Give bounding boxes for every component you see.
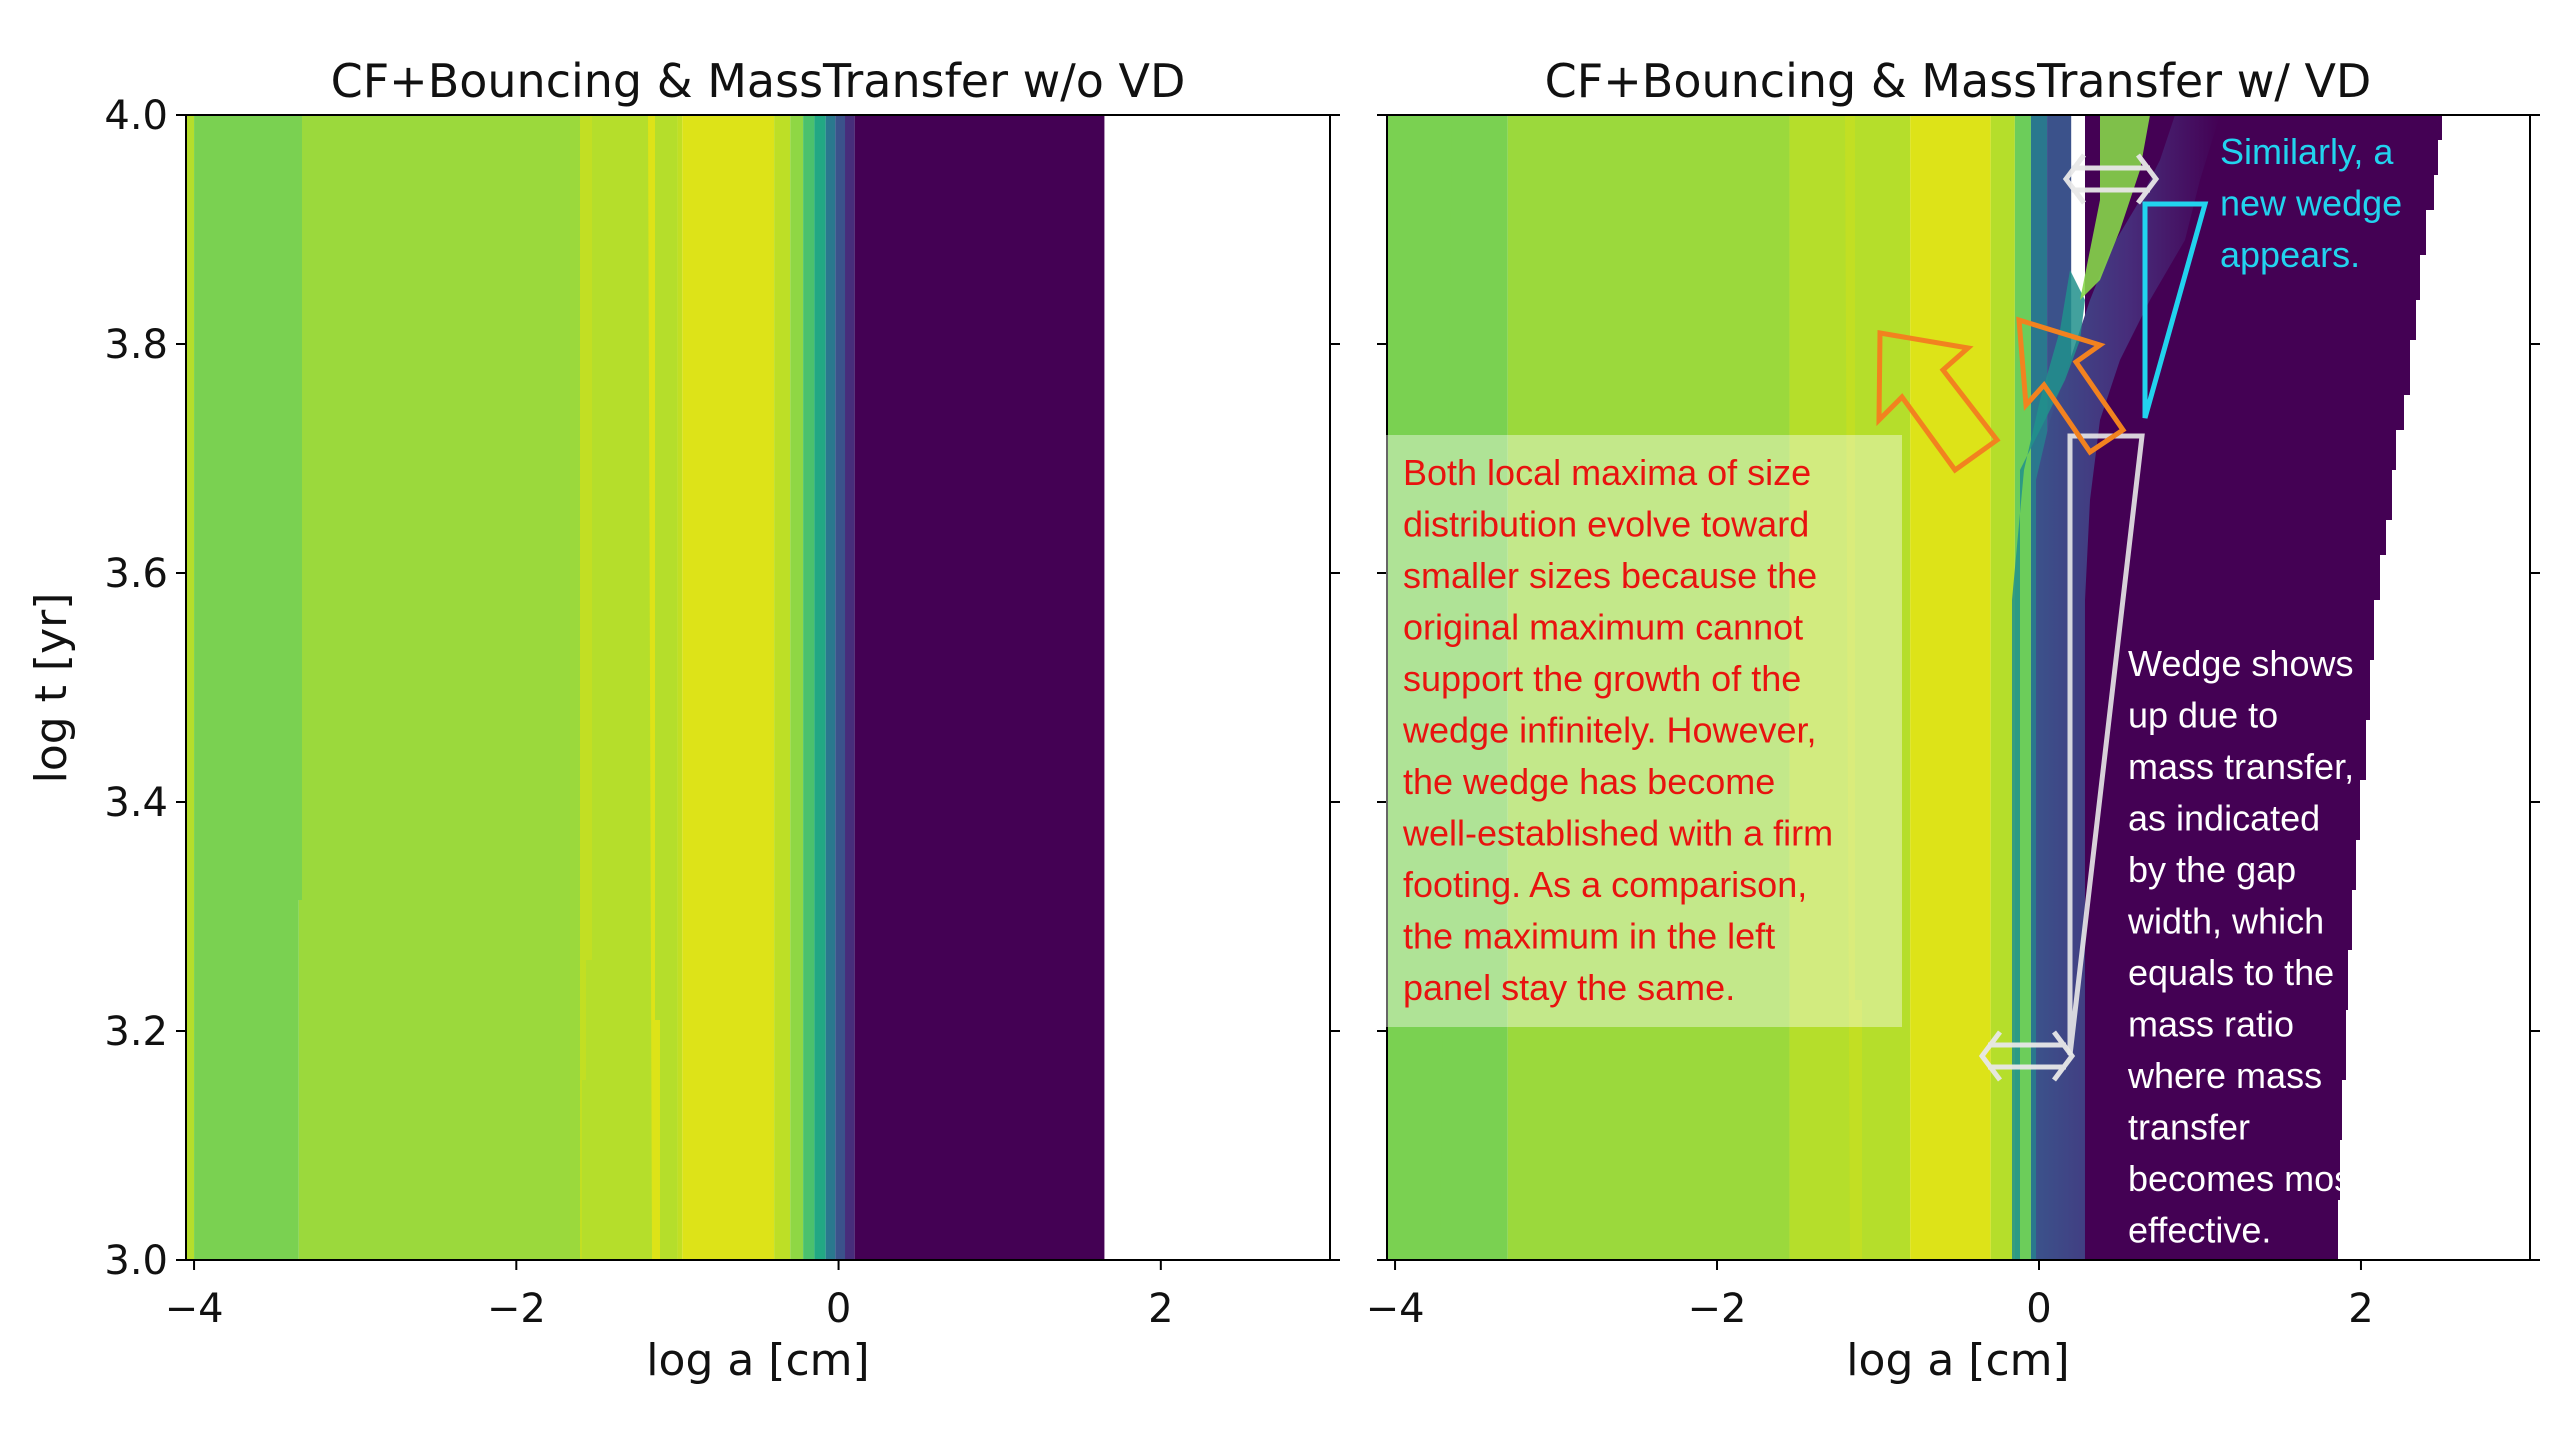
x-tick-label: −4: [165, 1286, 224, 1332]
heatmap-band: [682, 115, 775, 1260]
annotation-line: Similarly, a: [2220, 131, 2394, 172]
annotation-line: by the gap: [2128, 849, 2296, 890]
heatmap-band: [825, 115, 836, 1260]
left-panel: −4 −2 0 2 3.0 3.2 3.4 3.6 3.8 4.0 CF+Bouncing & M…: [26, 54, 1340, 1386]
left-texture: [288, 115, 660, 1260]
cyan-wedge-outline: [2142, 201, 2209, 419]
red-annotation-box: [1386, 435, 1902, 1027]
annotation-line: smaller sizes because the: [1403, 555, 1817, 596]
y-tick-label: 3.2: [104, 1009, 168, 1055]
annotation-line: panel stay the same.: [1403, 967, 1735, 1008]
red-annotation-text: Both local maxima of size distribution ev…: [1402, 452, 1833, 1008]
right-title: CF+Bouncing & MassTransfer w/ VD: [1545, 54, 2372, 108]
y-tick-label: 4.0: [104, 93, 168, 139]
white-wedge-outline: [2067, 433, 2145, 1056]
heatmap-band: [814, 115, 826, 1260]
right-axes-frame: [1386, 114, 2531, 1261]
annotation-line: transfer: [2128, 1107, 2250, 1148]
y-tick-label: 3.8: [104, 322, 168, 368]
double-arrow-icon: [1978, 1030, 2076, 1082]
x-tick-label: 2: [1148, 1286, 1173, 1332]
heatmap-band: [580, 115, 678, 1260]
heatmap-band: [298, 115, 581, 1260]
right-wedge-gradient: [2036, 115, 2220, 1260]
heatmap-band: [1910, 115, 1991, 1260]
right-heatmap: [1387, 115, 2442, 1260]
left-edge-jag-1: [288, 115, 302, 1260]
x-tick-label: 2: [2348, 1286, 2373, 1332]
x-tick-label: −2: [1688, 1286, 1747, 1332]
left-edge-jag-2: [580, 115, 592, 1260]
heatmap-band: [677, 115, 683, 1260]
annotation-line: mass ratio: [2128, 1004, 2294, 1045]
annotation-line: Wedge shows: [2128, 643, 2353, 684]
heatmap-band: [835, 115, 846, 1260]
annotation-line: mass transfer,: [2128, 746, 2354, 787]
y-tick-label: 3.6: [104, 551, 168, 597]
annotation-line: equals to the: [2128, 952, 2334, 993]
x-tick-label: −2: [487, 1286, 546, 1332]
heatmap-band: [790, 115, 804, 1260]
x-tick-label: 0: [2026, 1286, 2051, 1332]
annotation-line: the maximum in the left: [1403, 916, 1775, 957]
red-annotation: Both local maxima of size distribution ev…: [1386, 435, 1902, 1027]
left-title: CF+Bouncing & MassTransfer w/o VD: [331, 54, 1186, 108]
orange-arrow-icon: [1876, 330, 2001, 474]
left-ticks: −4 −2 0 2 3.0 3.2 3.4 3.6 3.8 4.0: [104, 93, 1340, 1332]
heatmap-band: [845, 115, 855, 1260]
left-heatmap-bands: [186, 115, 1105, 1260]
annotation-line: up due to: [2128, 695, 2278, 736]
x-tick-label: 0: [826, 1286, 851, 1332]
annotation-line: effective.: [2128, 1210, 2271, 1251]
annotation-line: where mass: [2127, 1055, 2322, 1096]
double-arrow-icon: [2062, 153, 2160, 205]
right-panel: −4 −2 0 2 CF+Bouncing & MassTransfer w/ VD …: [1366, 54, 2540, 1386]
y-tick-label: 3.0: [104, 1238, 168, 1284]
heatmap-band: [1990, 115, 2015, 1260]
heatmap-band: [854, 115, 1105, 1260]
annotation-line: wedge infinitely. However,: [1402, 710, 1817, 751]
annotation-line: appears.: [2220, 234, 2360, 275]
annotation-line: distribution evolve toward: [1403, 504, 1809, 545]
right-ticks: −4 −2 0 2: [1366, 114, 2540, 1332]
annotation-line: footing. As a comparison,: [1403, 864, 1807, 905]
cyan-annotation-text: Similarly, a new wedge appears.: [2220, 131, 2402, 275]
heatmap-band: [186, 115, 195, 1260]
right-wedge-lightgreen: [2080, 115, 2150, 300]
heatmap-band: [803, 115, 815, 1260]
x-tick-label: −4: [1366, 1286, 1425, 1332]
heatmap-band: [194, 115, 299, 1260]
heatmap-band: [774, 115, 791, 1260]
heatmap-band: [1507, 115, 1790, 1260]
white-annotation-text: Wedge shows up due to mass transfer, as ind…: [2127, 643, 2362, 1251]
left-ylabel: log t [yr]: [26, 593, 77, 784]
annotation-line: original maximum cannot: [1403, 607, 1803, 648]
annotation-line: well-established with a firm: [1402, 813, 1833, 854]
right-jag-light-band: [1845, 115, 1862, 1260]
annotation-line: new wedge: [2220, 183, 2402, 224]
left-edge-jag-3: [648, 115, 660, 1260]
left-axes-frame: [185, 114, 1331, 1261]
y-tick-label: 3.4: [104, 780, 168, 826]
right-wedge-teal: [2012, 270, 2085, 1260]
annotation-line: support the growth of the: [1403, 658, 1801, 699]
right-jag-lightgreen: [1440, 115, 1462, 1260]
right-purple-region: [2085, 115, 2442, 1260]
annotation-line: the wedge has become: [1403, 761, 1775, 802]
left-xlabel: log a [cm]: [646, 1335, 869, 1386]
annotation-line: Both local maxima of size: [1403, 452, 1811, 493]
annotation-line: as indicated: [2128, 798, 2320, 839]
right-xlabel: log a [cm]: [1846, 1335, 2069, 1386]
annotation-line: width, which: [2127, 901, 2324, 942]
annotation-line: becomes most: [2128, 1158, 2362, 1199]
orange-arrow-icon: [2016, 316, 2127, 456]
